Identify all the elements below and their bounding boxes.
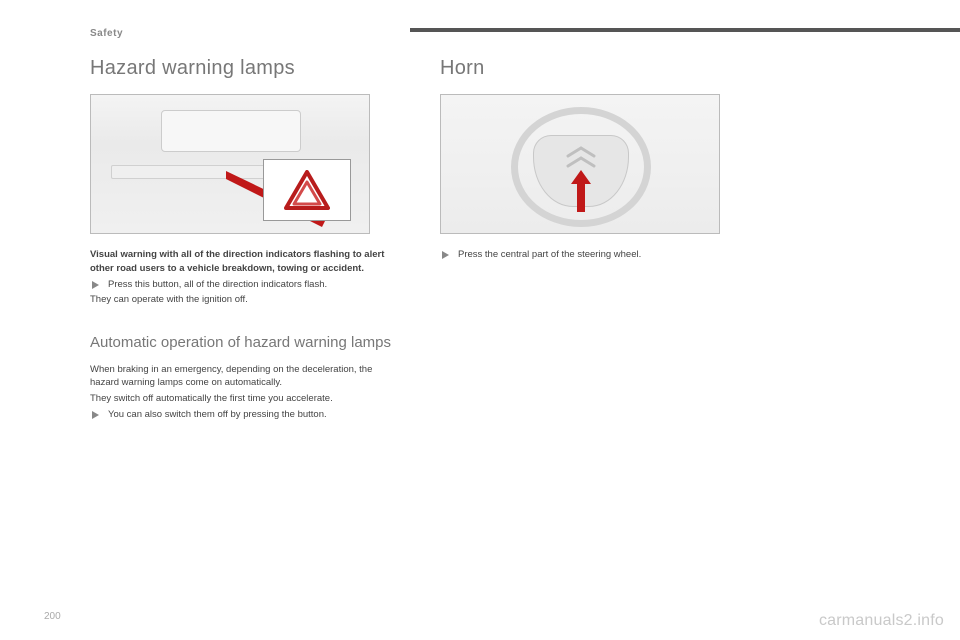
horn-figure: [440, 94, 720, 234]
dashboard-screen: [161, 110, 301, 152]
horn-bullet-1: Press the central part of the steering w…: [440, 248, 750, 262]
auto-p2: They switch off automatically the first …: [90, 392, 400, 406]
auto-hazard-body: When braking in an emergency, depending …: [90, 363, 400, 422]
auto-bullet: You can also switch them off by pressing…: [90, 408, 400, 422]
hazard-triangle-icon: [284, 170, 330, 210]
watermark: carmanuals2.info: [819, 612, 944, 630]
hazard-heading: Hazard warning lamps: [90, 57, 400, 80]
hazard-body: Visual warning with all of the direction…: [90, 248, 400, 307]
header-rule: [410, 28, 960, 32]
right-column: Horn: [440, 57, 750, 424]
horn-heading: Horn: [440, 57, 750, 80]
steering-wheel: [511, 107, 651, 227]
auto-hazard-heading: Automatic operation of hazard warning la…: [90, 333, 400, 353]
hazard-bullet-1: Press this button, all of the direction …: [90, 278, 400, 292]
page-number: 200: [44, 611, 61, 622]
horn-body: Press the central part of the steering w…: [440, 248, 750, 262]
hazard-note: They can operate with the ignition off.: [90, 293, 400, 307]
auto-p1: When braking in an emergency, depending …: [90, 363, 400, 391]
press-arrow-icon: [571, 170, 591, 217]
hazard-intro: Visual warning with all of the direction…: [90, 248, 400, 276]
hazard-button-callout: [263, 159, 351, 221]
left-column: Hazard warning lamps: [90, 57, 400, 424]
brand-chevron-icon: [566, 146, 596, 168]
hazard-figure: [90, 94, 370, 234]
